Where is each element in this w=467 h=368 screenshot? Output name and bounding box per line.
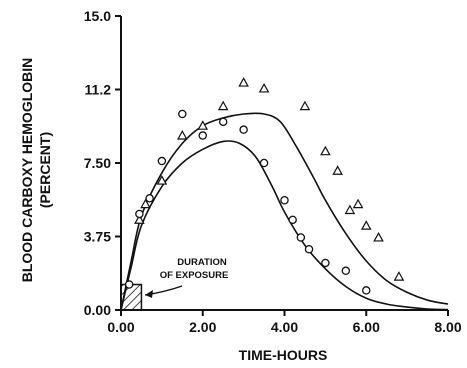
x-tick-label: 0.00	[107, 319, 134, 335]
fit-curve-2	[120, 112, 449, 311]
circle-point	[288, 215, 297, 225]
circle-point	[280, 195, 289, 205]
y-tick-label: 15.0	[84, 8, 111, 24]
triangle-point	[238, 77, 249, 87]
triangle-point	[352, 198, 364, 209]
circle-point	[296, 233, 306, 242]
triangle-point	[299, 100, 311, 111]
y-axis-label-unit: (PERCENT)	[37, 132, 53, 208]
x-tick-label: 2.00	[189, 319, 216, 335]
triangle-point	[134, 214, 145, 224]
triangle-point	[217, 100, 229, 111]
x-ticks: 0.00 2.00 4.00 6.00 8.00	[107, 310, 462, 335]
y-tick-label: 3.75	[84, 229, 111, 245]
y-tick-label: 11.2	[85, 82, 112, 98]
circle-point	[218, 117, 228, 127]
y-ticks: 0.00 3.75 7.50 11.2 15.0	[84, 8, 121, 318]
triangle-point	[320, 145, 331, 156]
circle-point	[145, 194, 154, 203]
annotation-arrowhead	[145, 290, 153, 298]
x-axis-label: TIME-HOURS	[239, 347, 328, 363]
x-tick-label: 6.00	[353, 319, 380, 335]
circle-point	[304, 244, 314, 254]
circle-point	[157, 156, 167, 166]
circle-point	[135, 209, 144, 219]
y-axis-label: BLOOD CARBOXY HEMOGLOBIN	[19, 58, 35, 283]
fit-curve-3	[120, 140, 449, 311]
circle-point	[361, 286, 371, 295]
triangle-point	[360, 220, 372, 230]
annotation-line-2: OF EXPOSURE	[160, 270, 229, 281]
triangle-point	[176, 130, 188, 140]
x-tick-label: 8.00	[434, 319, 461, 335]
circle-point	[198, 131, 207, 140]
circle-point	[321, 258, 330, 268]
triangle-point	[156, 175, 168, 185]
triangle-point	[258, 82, 270, 93]
circle-point	[341, 266, 351, 276]
y-tick-label: 7.50	[84, 155, 111, 171]
triangle-point	[332, 165, 343, 175]
circle-point	[124, 280, 134, 289]
circle-point	[239, 125, 248, 134]
x-tick-label: 4.00	[271, 319, 298, 335]
annotation-line-1: DURATION	[177, 257, 227, 268]
triangle-point	[344, 204, 356, 215]
data-markers	[124, 77, 405, 295]
circle-point	[259, 158, 269, 168]
y-tick-label: 0.00	[84, 302, 111, 318]
triangle-point	[197, 120, 209, 130]
triangle-point	[140, 198, 151, 209]
triangle-point	[373, 231, 384, 242]
triangle-point	[393, 271, 405, 281]
circle-point	[178, 109, 187, 119]
fitted-curves	[120, 112, 449, 311]
